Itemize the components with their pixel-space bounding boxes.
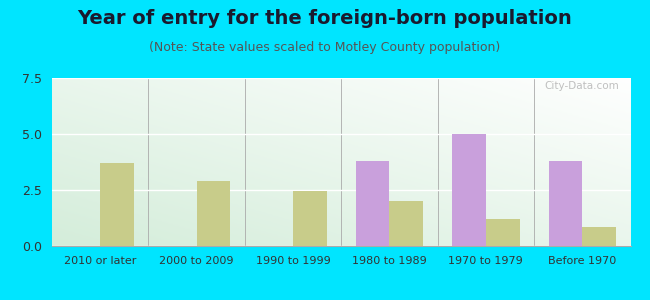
Bar	[452, 134, 486, 246]
Text: (Note: State values scaled to Motley County population): (Note: State values scaled to Motley Cou…	[150, 40, 500, 53]
Bar	[486, 219, 519, 246]
Bar	[582, 227, 616, 246]
Bar	[100, 163, 134, 246]
Text: City-Data.com: City-Data.com	[544, 81, 619, 92]
Bar	[549, 161, 582, 246]
Bar	[293, 191, 327, 246]
Text: Year of entry for the foreign-born population: Year of entry for the foreign-born popul…	[77, 9, 573, 28]
Bar	[389, 201, 423, 246]
Bar	[196, 181, 230, 246]
Bar	[356, 161, 389, 246]
